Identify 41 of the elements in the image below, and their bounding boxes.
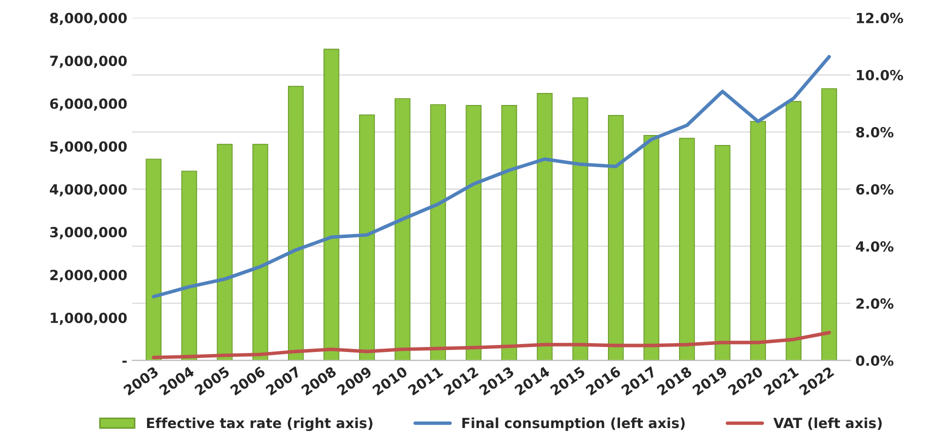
bar [252,144,268,360]
y2-tick-label: 10.0% [856,70,904,80]
bar [324,48,340,360]
y2-tick-label: 12.0% [856,12,904,24]
bar [679,138,695,360]
bar [394,98,410,360]
bar [181,170,198,360]
bar [714,145,730,360]
y-tick-label: 8,000,000 [50,12,127,26]
y2-tick-label: 0.0% [856,355,894,366]
y-tick-label: 5,000,000 [50,141,127,154]
y2-tick-label: 2.0% [856,298,894,309]
y2-tick-label: 4.0% [856,241,894,252]
bar [501,105,518,360]
bar [466,105,482,360]
bar [750,121,766,360]
bar [608,115,624,360]
bar [430,104,446,360]
y-tick-label: 3,000,000 [50,226,127,240]
legend-label: Effective tax rate (right axis) [147,417,372,432]
bar [786,101,802,360]
y2-tick-label: 6.0% [856,184,894,195]
bar [572,97,588,360]
y-tick-label: 7,000,000 [50,56,127,68]
line-series [152,330,831,360]
bar [821,88,838,360]
y2-tick-label: 8.0% [856,126,894,138]
y-tick-label: 1,000,000 [50,312,127,325]
bar [288,86,304,360]
bar [359,114,375,360]
y-tick-label: 4,000,000 [50,184,127,196]
y-tick-label: 2,000,000 [50,270,127,282]
bar [146,158,162,360]
bar [536,93,553,360]
line-series [152,55,831,298]
y-tick-label: 6,000,000 [50,98,127,111]
legend-label: Final consumption (left axis) [462,417,685,431]
bar [216,144,233,360]
bar [644,135,660,360]
legend-label: VAT (left axis) [773,417,882,430]
y-tick-label: - [122,360,127,363]
